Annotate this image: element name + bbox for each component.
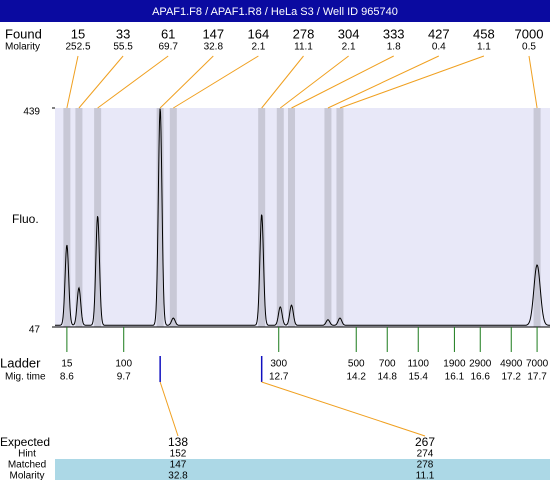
found-size: 333 [383, 26, 405, 41]
found-label: Found [5, 26, 42, 41]
ladder-size: 500 [348, 359, 365, 370]
peak-molarity: 2.1 [251, 42, 265, 53]
peak-connector [291, 55, 394, 109]
chart-title: APAF1.F8 / APAF1.R8 / HeLa S3 / Well ID … [152, 6, 398, 18]
ladder-mig-time: 16.6 [471, 372, 491, 383]
expected-connector [261, 381, 426, 437]
peak-connector [528, 55, 538, 109]
peak-connector [78, 55, 124, 109]
expected-expected: 138 [168, 435, 188, 449]
expected-hint: 274 [417, 449, 434, 460]
expected-row-label: Molarity [9, 471, 44, 480]
ladder-label: Ladder [0, 355, 41, 370]
found-size: 427 [428, 26, 450, 41]
peak-molarity: 55.5 [113, 42, 133, 53]
ladder-mig-time: 14.2 [347, 372, 367, 383]
molarity-label: Molarity [5, 42, 40, 53]
found-size: 33 [116, 26, 130, 41]
found-size: 278 [293, 26, 315, 41]
peak-molarity: 2.1 [342, 42, 356, 53]
ladder-size: 7000 [526, 359, 549, 370]
expected-matched: 147 [170, 460, 187, 471]
expected-connector [159, 381, 179, 437]
ladder-mig-time: 14.8 [378, 372, 398, 383]
title-bar [0, 0, 550, 22]
ladder-size: 4900 [500, 359, 523, 370]
trace [55, 108, 550, 326]
ladder-size: 15 [61, 359, 73, 370]
ladder-mig-time: 16.1 [445, 372, 465, 383]
peak-band [336, 108, 344, 327]
found-size: 7000 [515, 26, 544, 41]
peak-connector [173, 55, 259, 109]
y-axis-label: Fluo. [12, 212, 39, 226]
peak-connector [66, 55, 79, 109]
plot-area [55, 108, 550, 327]
ladder-size: 1900 [443, 359, 466, 370]
mig-time-label: Mig. time [5, 372, 46, 383]
peak-connector [327, 55, 440, 109]
peak-molarity: 0.4 [432, 42, 446, 53]
found-size: 304 [338, 26, 360, 41]
peak-molarity: 32.8 [204, 42, 224, 53]
expected-row-label: Hint [18, 449, 36, 460]
peak-molarity: 1.8 [387, 42, 401, 53]
ladder-size: 300 [270, 359, 287, 370]
peak-molarity: 252.5 [65, 42, 90, 53]
peak-band [75, 108, 83, 327]
ladder-mig-time: 12.7 [269, 372, 289, 383]
ladder-mig-time: 15.4 [409, 372, 429, 383]
matched-band [55, 459, 550, 480]
peak-connector [159, 55, 214, 109]
peak-molarity: 69.7 [158, 42, 178, 53]
expected-molarity: 32.8 [168, 471, 188, 480]
ladder-mig-time: 17.7 [527, 372, 547, 383]
peak-connector [279, 55, 349, 109]
y-tick-label: 47 [29, 325, 41, 336]
found-size: 164 [248, 26, 270, 41]
peak-molarity: 0.5 [522, 42, 536, 53]
y-tick-label: 439 [23, 107, 40, 118]
ladder-mig-time: 17.2 [502, 372, 522, 383]
found-size: 458 [473, 26, 495, 41]
expected-hint: 152 [170, 449, 187, 460]
peak-connector [339, 55, 485, 109]
peak-molarity: 1.1 [477, 42, 491, 53]
ladder-size: 1100 [407, 359, 429, 370]
expected-expected: 267 [415, 435, 435, 449]
expected-matched: 278 [417, 460, 434, 471]
peak-connector [97, 55, 169, 109]
peak-molarity: 11.1 [294, 42, 313, 53]
found-size: 147 [202, 26, 224, 41]
ladder-size: 700 [379, 359, 396, 370]
peak-band [63, 108, 71, 327]
peak-band [156, 108, 164, 327]
found-size: 61 [161, 26, 175, 41]
peak-band [288, 108, 296, 327]
peak-band [533, 108, 541, 327]
expected-row-label: Matched [8, 460, 46, 471]
ladder-mig-time: 9.7 [117, 372, 131, 383]
ladder-mig-time: 8.6 [60, 372, 74, 383]
ladder-size: 100 [115, 359, 132, 370]
peak-band [169, 108, 177, 327]
expected-molarity: 11.1 [416, 471, 435, 480]
found-size: 15 [71, 26, 85, 41]
peak-connector [261, 55, 304, 109]
peak-band [276, 108, 284, 327]
ladder-size: 2900 [469, 359, 492, 370]
expected-row-label: Expected [0, 435, 50, 449]
peak-band [324, 108, 332, 327]
